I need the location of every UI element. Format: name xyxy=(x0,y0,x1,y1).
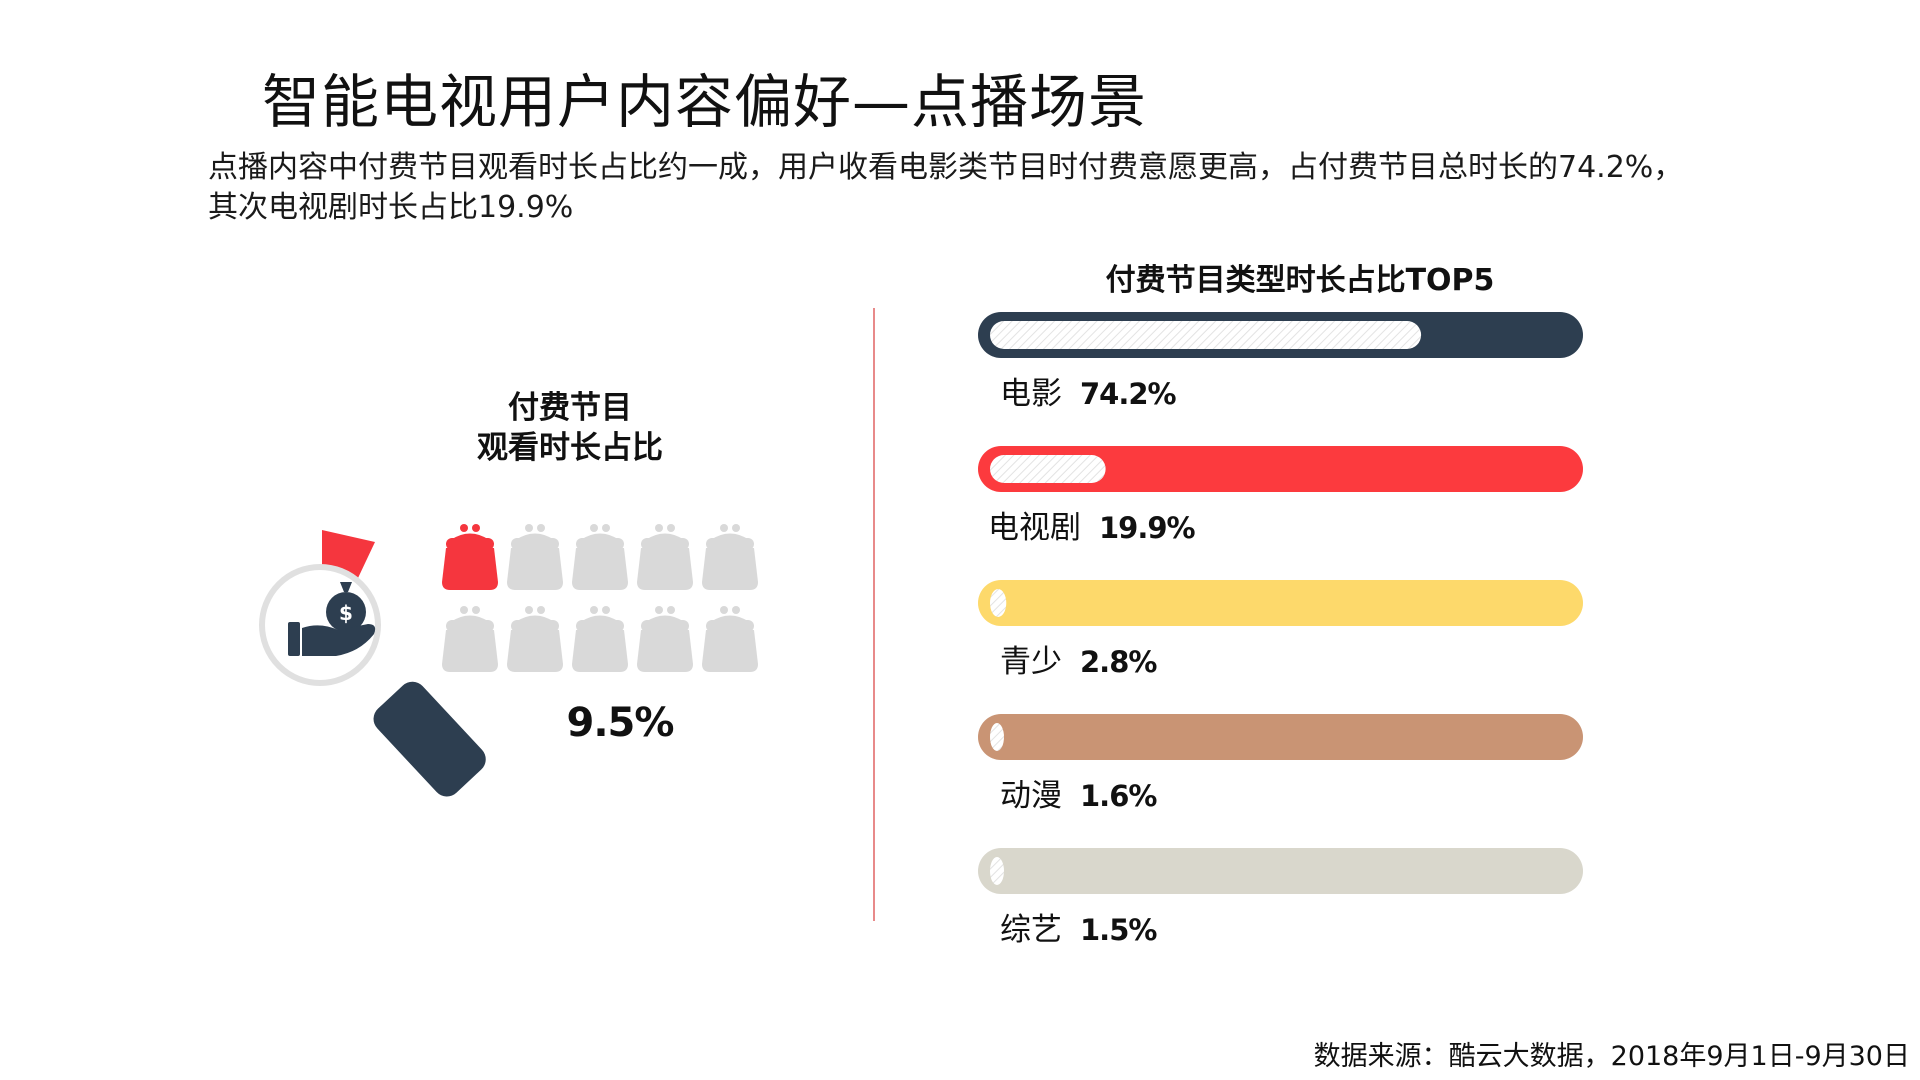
bar-label: 电影 74.2% xyxy=(1000,368,1177,413)
bar-fill xyxy=(990,589,1007,617)
bar-value-label: 19.9% xyxy=(1099,511,1196,545)
purse-icon xyxy=(572,606,628,672)
bar-category-label: 动漫 xyxy=(1000,778,1062,814)
money-bag-icon: $ xyxy=(326,582,366,632)
left-chart-title-line-1: 付费节目 xyxy=(508,390,632,426)
bar-value-label: 74.2% xyxy=(1080,377,1177,411)
bar-track xyxy=(978,714,1583,760)
bar-track xyxy=(978,580,1583,626)
bar-fill xyxy=(990,857,1004,885)
left-chart-title: 付费节目 观看时长占比 xyxy=(420,388,720,468)
bar-value-label: 1.6% xyxy=(1080,779,1157,813)
bar-category-label: 青少 xyxy=(1000,644,1062,680)
purse-icon xyxy=(637,606,693,672)
data-source: 数据来源：酷云大数据，2018年9月1日-9月30日 xyxy=(1313,1041,1910,1072)
bar-chart xyxy=(978,312,1583,894)
bar-track xyxy=(978,848,1583,894)
bar-label: 动漫 1.6% xyxy=(1000,770,1157,815)
bar-label: 电视剧 19.9% xyxy=(988,502,1196,547)
subtitle-line-2: 其次电视剧时长占比19.9% xyxy=(208,190,574,225)
money-hand-decoration: $ xyxy=(259,530,486,797)
bar-fill xyxy=(990,455,1106,483)
purse-icon xyxy=(702,524,758,590)
bar-fill xyxy=(990,321,1422,349)
center-divider xyxy=(873,308,875,921)
subtitle-line-1: 点播内容中付费节目观看时长占比约一成，用户收看电影类节目时付费意愿更高，占付费节… xyxy=(208,150,1684,185)
purse-icon xyxy=(507,606,563,672)
purse-icon xyxy=(442,606,498,672)
bar-category-label: 综艺 xyxy=(1000,912,1062,948)
bar-value-label: 1.5% xyxy=(1080,913,1157,947)
purse-icon xyxy=(572,524,628,590)
bar-label: 青少 2.8% xyxy=(1000,636,1157,681)
bar-fill xyxy=(990,723,1004,751)
left-chart-title-line-2: 观看时长占比 xyxy=(477,430,663,466)
paid-share-value: 9.5% xyxy=(566,700,675,746)
bar-chart-title: 付费节目类型时长占比TOP5 xyxy=(1105,263,1495,298)
purse-icon xyxy=(702,606,758,672)
purse-icon xyxy=(637,524,693,590)
bar-category-label: 电影 xyxy=(1000,376,1062,412)
bar-category-label: 电视剧 xyxy=(988,510,1081,546)
bar-value-label: 2.8% xyxy=(1080,645,1157,679)
purse-icon xyxy=(507,524,563,590)
page-title: 智能电视用户内容偏好—点播场景 xyxy=(262,68,1148,136)
dark-remote-shape xyxy=(373,681,486,797)
svg-text:$: $ xyxy=(339,601,353,625)
bar-label: 综艺 1.5% xyxy=(1000,904,1157,949)
purse-icon-grid xyxy=(442,524,758,672)
bar-track xyxy=(978,446,1583,492)
hand-icon xyxy=(288,622,376,656)
page-subtitle: 点播内容中付费节目观看时长占比约一成，用户收看电影类节目时付费意愿更高，占付费节… xyxy=(208,148,1808,228)
purse-icon xyxy=(442,524,498,590)
